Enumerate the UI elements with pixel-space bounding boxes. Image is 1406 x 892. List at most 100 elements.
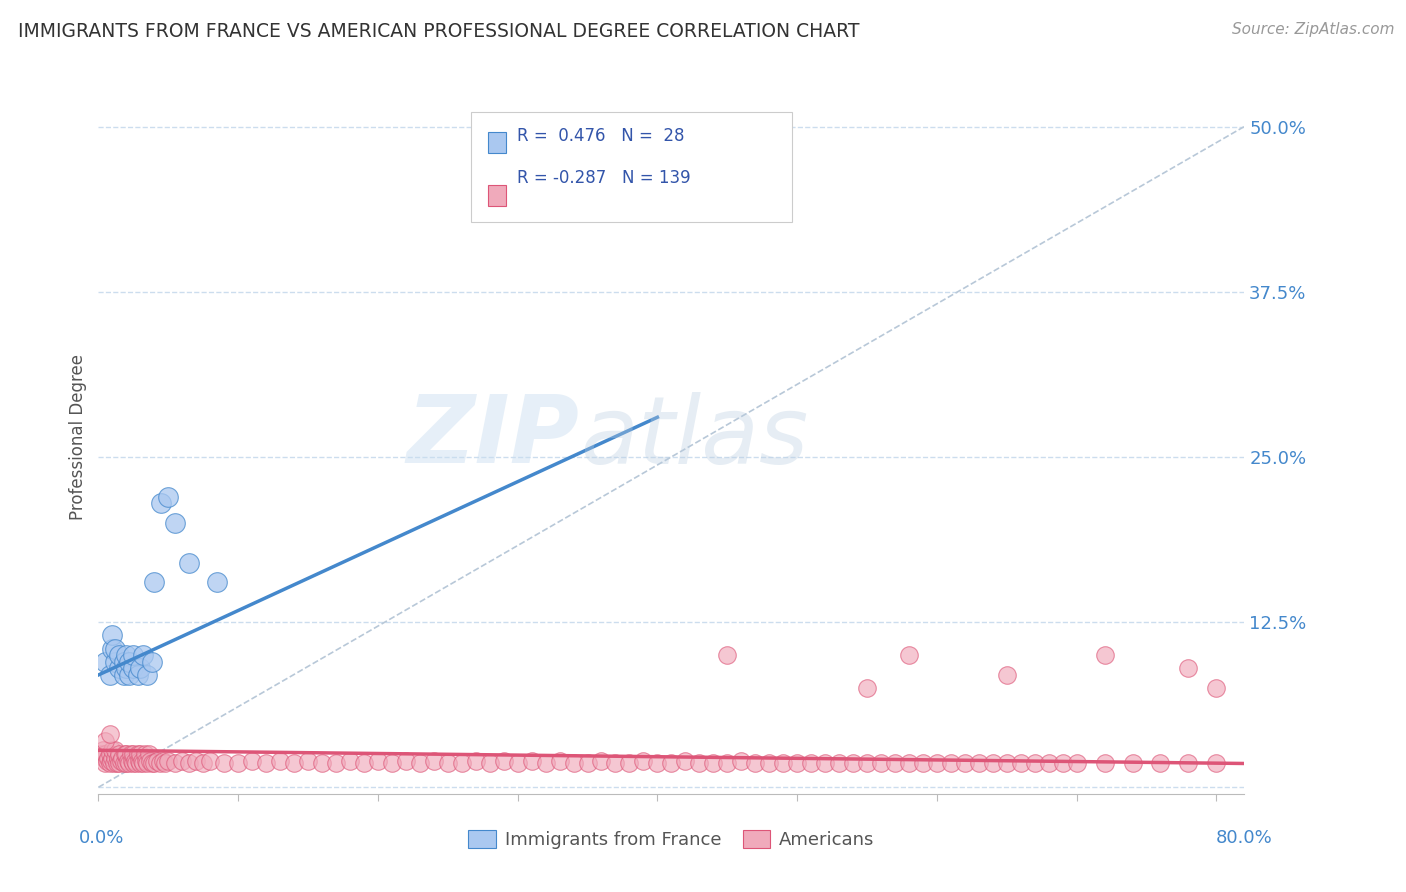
Point [673,754,696,768]
Point [100,754,122,768]
Text: atlas: atlas [579,392,808,483]
Point [1205,681,1227,695]
Point [122,747,145,762]
Point [118,756,141,771]
Point [94,655,117,669]
Point [186,754,208,768]
Point [856,756,879,771]
Point [1038,756,1060,771]
Point [118,655,141,669]
Point [409,756,432,771]
Point [143,575,166,590]
Point [141,756,163,771]
Point [353,756,375,771]
Point [1052,756,1074,771]
Point [124,754,146,768]
Text: ZIP: ZIP [406,391,579,483]
Point [98,747,121,762]
Point [1205,756,1227,771]
Point [1024,756,1046,771]
Point [104,641,127,656]
Point [115,661,138,675]
Point [122,648,145,662]
Point [112,668,135,682]
Point [605,756,627,771]
Point [297,754,319,768]
Point [269,754,291,768]
Point [897,648,920,662]
Point [828,756,851,771]
Point [179,556,201,570]
Point [367,754,389,768]
Point [94,756,117,771]
Point [132,648,155,662]
Point [165,516,187,530]
Point [136,756,159,771]
Point [423,754,446,768]
Point [716,648,738,662]
Point [953,756,976,771]
Point [101,751,124,765]
Point [111,751,134,765]
Point [562,756,585,771]
Point [98,727,121,741]
Point [730,754,752,768]
Point [97,751,120,765]
Point [172,754,194,768]
Point [856,681,879,695]
Point [129,756,152,771]
Point [1066,756,1088,771]
Text: R = -0.287   N = 139: R = -0.287 N = 139 [517,169,690,187]
Point [205,575,228,590]
Point [325,756,347,771]
Point [152,754,174,768]
Point [884,756,907,771]
Point [226,756,249,771]
Point [688,756,710,771]
Point [1094,648,1116,662]
Point [146,754,169,768]
Point [200,754,222,768]
Point [131,754,153,768]
Point [141,655,163,669]
Point [114,747,136,762]
Point [520,754,543,768]
Point [117,754,139,768]
Point [450,756,472,771]
Point [576,756,599,771]
Point [661,756,683,771]
Point [118,668,141,682]
Point [127,747,149,762]
Point [436,756,458,771]
Point [104,743,127,757]
Point [925,756,948,771]
Point [125,756,148,771]
Point [115,747,138,762]
Point [395,754,418,768]
Point [94,734,117,748]
Point [464,754,486,768]
Point [108,747,131,762]
Text: R =  0.476   N =  28: R = 0.476 N = 28 [517,127,685,145]
Point [311,756,333,771]
Point [995,756,1018,771]
Point [506,199,529,213]
Point [128,754,150,768]
Point [212,756,235,771]
Point [283,756,305,771]
Point [591,754,613,768]
Point [103,756,125,771]
Point [1094,756,1116,771]
Point [240,754,263,768]
Point [135,754,157,768]
Point [134,747,156,762]
Point [772,756,794,771]
Point [339,754,361,768]
Point [90,747,112,762]
Point [155,756,177,771]
Point [115,756,138,771]
Point [93,751,115,765]
Legend: Immigrants from France, Americans: Immigrants from France, Americans [461,823,882,856]
Point [91,743,114,757]
Point [138,747,160,762]
